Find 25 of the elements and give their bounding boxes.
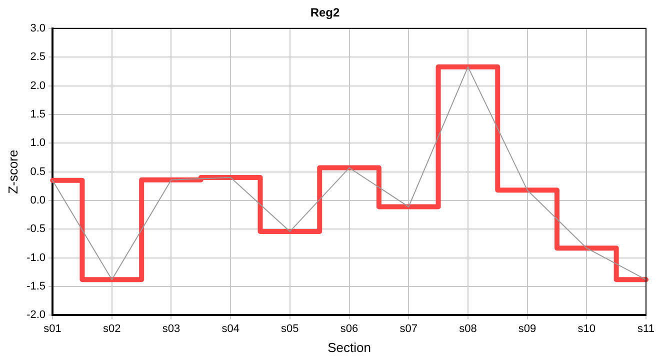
y-tick-label: -1.0 <box>26 252 46 264</box>
x-tick-label: s08 <box>459 322 477 335</box>
y-tick-label: 0.0 <box>30 194 46 207</box>
y-tick-label: 1.0 <box>30 137 46 150</box>
x-tick-label: s05 <box>281 322 299 335</box>
y-tick-label: 2.5 <box>30 51 46 64</box>
x-tick-label: s09 <box>518 322 536 335</box>
y-tick-label: 2.0 <box>30 80 46 92</box>
x-tick-label: s04 <box>222 322 240 335</box>
x-tick-label: s10 <box>578 322 596 335</box>
x-tick-label: s02 <box>103 322 121 335</box>
x-tick-label: s03 <box>162 322 180 335</box>
y-tick-label: -2.0 <box>26 309 46 322</box>
y-tick-label: -0.5 <box>26 223 46 236</box>
y-tick-label: 3.0 <box>30 22 46 34</box>
y-tick-label: 1.5 <box>30 108 46 120</box>
x-tick-label: s01 <box>44 322 62 335</box>
y-axis-title: Z-score <box>5 150 20 194</box>
y-tick-label: -1.5 <box>26 280 46 293</box>
x-tick-label: s07 <box>400 322 418 335</box>
chart-title: Reg2 <box>310 6 340 20</box>
y-tick-label: 0.5 <box>30 166 46 178</box>
x-tick-label: s11 <box>638 322 654 335</box>
x-tick-label: s06 <box>340 322 358 335</box>
x-axis-title: Section <box>328 340 371 355</box>
